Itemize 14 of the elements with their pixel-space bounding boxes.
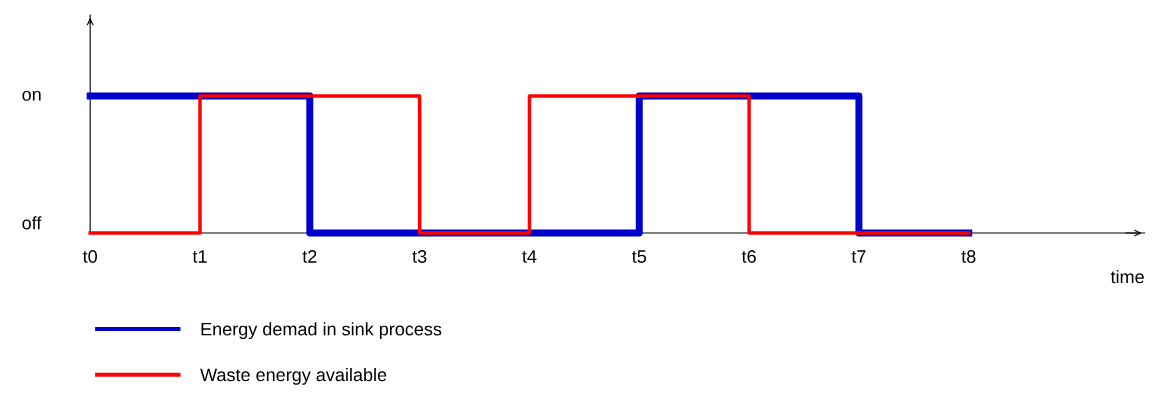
annotation: off xyxy=(22,216,42,230)
x-tick-label: t5 xyxy=(632,250,647,263)
x-axis-title: time xyxy=(1110,270,1144,284)
x-tick-label: t1 xyxy=(192,250,207,263)
x-tick-label: t3 xyxy=(412,250,427,263)
x-tick-label: t7 xyxy=(851,250,866,263)
x-tick-label: t6 xyxy=(741,250,756,263)
legend-label: Energy demad in sink process xyxy=(201,322,442,340)
x-tick-label: t0 xyxy=(82,250,97,263)
legend-label: Waste energy available xyxy=(200,367,387,385)
x-tick-label: t4 xyxy=(522,250,537,263)
x-tick-label: t2 xyxy=(302,250,317,263)
x-tick-label: t8 xyxy=(961,250,976,263)
annotation: on xyxy=(22,90,41,101)
